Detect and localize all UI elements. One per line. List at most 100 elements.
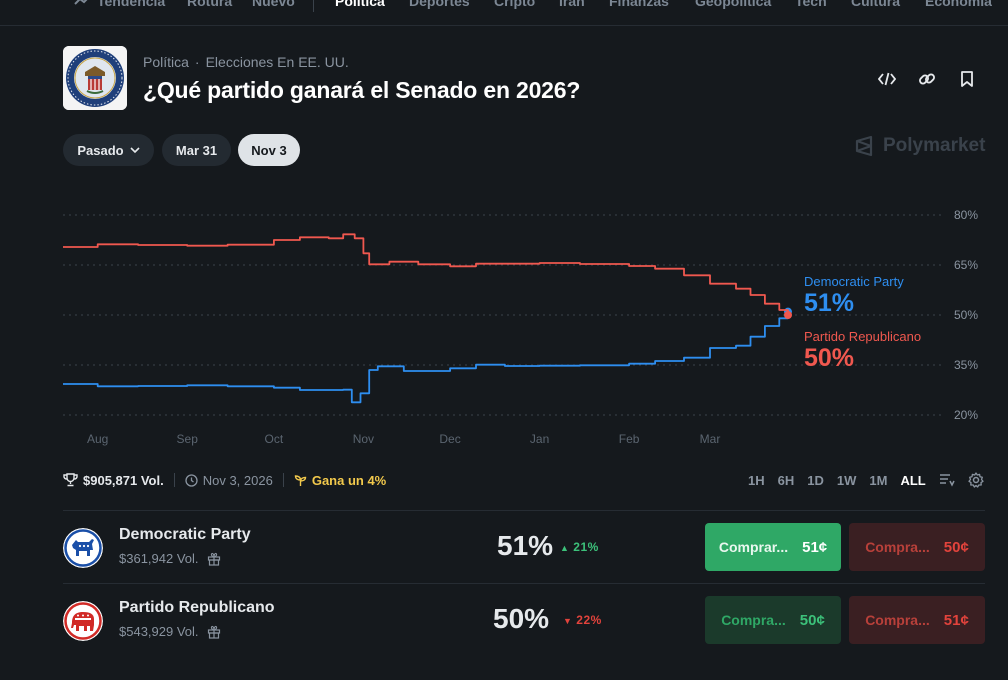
breadcrumb-subcategory[interactable]: Elecciones En EE. UU. [205, 54, 349, 70]
outcome-name[interactable]: Democratic Party [119, 526, 251, 543]
breadcrumb-separator: · [194, 54, 200, 70]
nav-item-politica[interactable]: Política [335, 0, 385, 9]
outcome-volume: $543,929 Vol. [119, 624, 221, 639]
y-tick-label: 50% [954, 308, 978, 322]
nav-item-rotura[interactable]: Rotura [187, 0, 233, 9]
outcome-change-text: 21% [573, 540, 599, 554]
chart-label-dem-name: Democratic Party [804, 274, 904, 289]
link-icon[interactable] [918, 70, 936, 88]
buy-no-label: Compra... [865, 539, 930, 555]
y-tick-label: 80% [954, 208, 978, 222]
democratic-donkey-logo [63, 528, 103, 568]
rewards-promo[interactable]: Gana un 4% [294, 473, 386, 488]
nav-item-tech[interactable]: Tech [795, 0, 827, 9]
range-1w[interactable]: 1W [836, 472, 857, 488]
x-tick-label: Dec [439, 432, 460, 446]
sort-icon[interactable] [939, 473, 955, 487]
trophy-icon [63, 473, 78, 487]
range-6h[interactable]: 6H [777, 472, 795, 488]
breadcrumb: Política · Elecciones En EE. UU. [143, 54, 349, 70]
nav-item-cultura[interactable]: Cultura [851, 0, 900, 9]
outcome-percent: 51% [497, 530, 554, 561]
outcome-row-republican: Partido Republicano $543,929 Vol. 50% ▼ … [63, 584, 985, 656]
outcome-name[interactable]: Partido Republicano [119, 599, 275, 616]
senate-seal-image [63, 46, 127, 110]
buy-no-price: 50¢ [943, 538, 969, 556]
buy-no-button[interactable]: Compra... 50¢ [849, 523, 985, 571]
series-line-republican [63, 233, 789, 315]
range-1d[interactable]: 1D [807, 472, 824, 488]
clock-icon [185, 473, 198, 487]
y-tick-label: 35% [954, 358, 978, 372]
range-1h[interactable]: 1H [748, 472, 765, 488]
x-tick-label: Oct [265, 432, 284, 446]
end-date-text: Nov 3, 2026 [202, 472, 273, 488]
outcome-change: ▼ 22% [563, 613, 602, 627]
x-tick-label: Sep [177, 432, 199, 446]
market-stats: $905,871 Vol. Nov 3, 2026 Gana un 4% [63, 471, 386, 489]
buy-yes-button[interactable]: Comprar... 51¢ [705, 523, 841, 571]
nav-item-cripto[interactable]: Cripto [494, 0, 536, 9]
nav-item-tendencia[interactable]: Tendencia [97, 0, 166, 9]
trending-icon [74, 0, 88, 5]
nav-item-nuevo[interactable]: Nuevo [252, 0, 295, 9]
end-date: Nov 3, 2026 [185, 473, 273, 488]
buy-yes-button[interactable]: Compra... 50¢ [705, 596, 841, 644]
x-tick-label: Mar [700, 432, 721, 446]
polymarket-logo: Polymarket [854, 135, 985, 157]
range-all[interactable]: ALL [900, 472, 926, 488]
top-nav: Tendencia Rotura Nuevo Política Deportes… [0, 0, 1008, 26]
past-dates-dropdown[interactable]: Pasado [63, 134, 154, 166]
chart-label-rep-name: Partido Republicano [804, 329, 922, 344]
buy-yes-price: 51¢ [802, 538, 828, 556]
outcome-change-text: 22% [576, 613, 602, 627]
settings-gear-icon[interactable] [968, 472, 984, 488]
outcome-change: ▲ 21% [560, 540, 599, 554]
time-range-selector: 1H 6H 1D 1W 1M ALL [748, 472, 984, 488]
brand-name: Polymarket [883, 135, 986, 156]
gift-icon[interactable] [207, 552, 221, 566]
nav-item-economia[interactable]: Economía [925, 0, 992, 9]
bookmark-icon[interactable] [958, 70, 976, 88]
polymarket-icon [855, 135, 873, 157]
series-end-dot-republican [784, 311, 792, 319]
past-dates-label: Pasado [77, 142, 124, 158]
breadcrumb-category[interactable]: Política [143, 54, 189, 70]
sprout-icon [294, 474, 307, 486]
date-pill-mar-31[interactable]: Mar 31 [162, 134, 231, 166]
buy-no-button[interactable]: Compra... 51¢ [849, 596, 985, 644]
y-tick-label: 20% [954, 408, 978, 422]
rewards-promo-text: Gana un 4% [311, 472, 387, 488]
outcome-volume-text: $543,929 Vol. [119, 624, 199, 639]
nav-item-deportes[interactable]: Deportes [409, 0, 470, 9]
buy-no-price: 51¢ [943, 611, 969, 629]
price-chart[interactable]: 80% 65% 50% 35% 20% Aug Sep Oct Nov Dec Jan Feb Mar [0, 195, 1008, 455]
nav-item-iran[interactable]: Irán [559, 0, 585, 9]
x-tick-label: Aug [87, 432, 108, 446]
buy-yes-price: 50¢ [799, 611, 825, 629]
range-1m[interactable]: 1M [869, 472, 888, 488]
change-down-arrow-icon: ▼ [563, 616, 573, 626]
nav-item-finanzas[interactable]: Finanzas [609, 0, 669, 9]
chevron-down-icon [130, 146, 140, 153]
x-tick-label: Feb [619, 432, 640, 446]
embed-code-icon[interactable] [878, 70, 896, 88]
change-up-arrow-icon: ▲ [560, 543, 570, 553]
x-tick-label: Jan [530, 432, 549, 446]
nav-item-geopolitica[interactable]: Geopolítica [695, 0, 772, 9]
stats-divider [282, 473, 284, 487]
outcome-percent: 50% [493, 603, 550, 634]
chart-label-rep-value: 50% [804, 344, 855, 372]
row-divider [63, 510, 985, 511]
series-line-democratic [63, 311, 789, 404]
total-volume-text: $905,871 Vol. [83, 472, 164, 488]
outcome-row-democratic: Democratic Party $361,942 Vol. 51% ▲ 21%… [63, 511, 985, 583]
buy-no-label: Compra... [865, 612, 930, 628]
republican-elephant-logo [63, 601, 103, 641]
y-tick-label: 65% [954, 258, 978, 272]
date-pill-nov-3[interactable]: Nov 3 [238, 134, 300, 166]
chart-label-dem-value: 51% [804, 289, 855, 317]
gift-icon[interactable] [207, 625, 221, 639]
outcome-volume: $361,942 Vol. [119, 551, 221, 566]
buy-yes-label: Compra... [721, 612, 786, 628]
